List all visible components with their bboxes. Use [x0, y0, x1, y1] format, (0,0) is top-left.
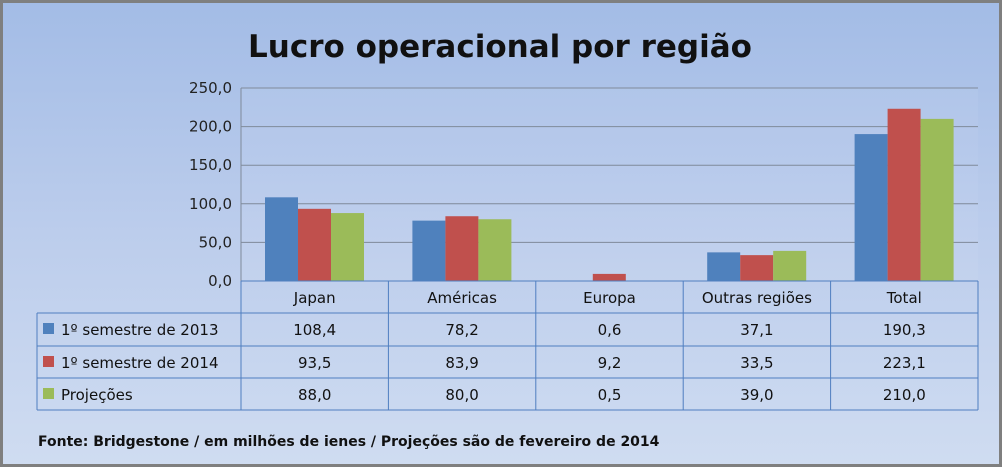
table-cell: 223,1	[883, 354, 926, 372]
bar-0-1	[412, 220, 446, 281]
category-label: Américas	[427, 289, 497, 307]
bar-1-3	[740, 255, 774, 281]
table-cell: 80,0	[445, 386, 478, 404]
y-tick-label: 250,0	[189, 79, 232, 97]
bar-1-0	[298, 208, 331, 281]
legend-label: 1º semestre de 2014	[61, 354, 219, 372]
bar-1-4	[887, 108, 921, 281]
legend-key	[43, 356, 54, 367]
bar-1-2	[592, 273, 626, 281]
table-cell: 88,0	[298, 386, 331, 404]
legend-label: 1º semestre de 2013	[61, 321, 219, 339]
table-cell: 37,1	[740, 321, 773, 339]
bar-0-4	[854, 134, 888, 281]
bar-0-3	[707, 252, 741, 281]
chart-footer: Fonte: Bridgestone / em milhões de ienes…	[38, 434, 660, 450]
table-cell: 0,5	[598, 386, 622, 404]
legend-key	[43, 388, 54, 399]
y-tick-label: 0,0	[208, 272, 232, 290]
legend-label: Projeções	[61, 386, 133, 404]
chart-title: Lucro operacional por região	[248, 29, 752, 65]
table-cell: 93,5	[298, 354, 331, 372]
table-cell: 39,0	[740, 386, 773, 404]
category-label: Japan	[293, 289, 336, 307]
legend-key	[43, 323, 54, 334]
y-tick-label: 100,0	[189, 195, 232, 213]
table-cell: 190,3	[883, 321, 926, 339]
bar-2-4	[920, 118, 954, 281]
y-tick-label: 150,0	[189, 156, 232, 174]
bar-1-1	[445, 216, 479, 281]
bar-2-0	[331, 213, 364, 281]
category-label: Outras regiões	[702, 289, 812, 307]
table-cell: 210,0	[883, 386, 926, 404]
bar-2-3	[773, 250, 807, 281]
table-cell: 33,5	[740, 354, 773, 372]
table-cell: 83,9	[445, 354, 478, 372]
table-cell: 0,6	[598, 321, 622, 339]
table-cell: 108,4	[293, 321, 336, 339]
bar-0-0	[265, 197, 298, 281]
category-label: Total	[886, 289, 922, 307]
y-tick-label: 50,0	[199, 233, 232, 251]
category-label: Europa	[583, 289, 636, 307]
bar-2-1	[478, 219, 512, 281]
table-cell: 9,2	[598, 354, 622, 372]
table-cell: 78,2	[445, 321, 478, 339]
y-tick-label: 200,0	[189, 118, 232, 136]
